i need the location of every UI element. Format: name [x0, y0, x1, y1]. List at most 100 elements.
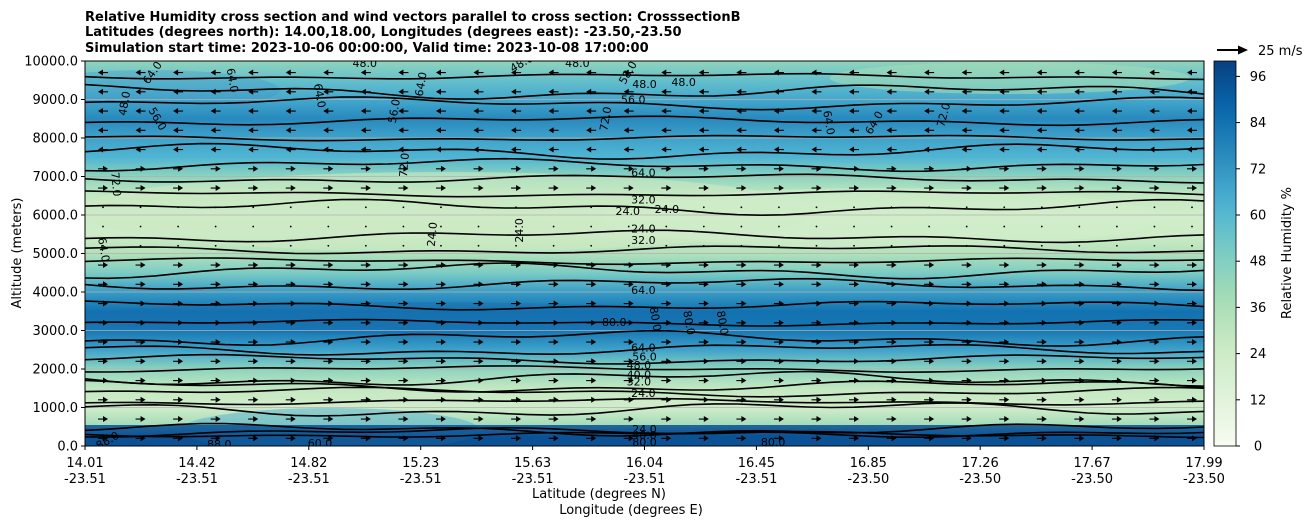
chart-title-line-1: Relative Humidity cross section and wind… [85, 10, 741, 25]
wind-vector-139 [811, 146, 822, 153]
wind-vector-420 [98, 339, 108, 346]
quiver-key: 25 m/s [1217, 44, 1303, 59]
wind-vector-597 [1111, 435, 1122, 442]
wind-vector-532 [924, 396, 935, 403]
wind-vector-240 [102, 225, 104, 228]
wind-vector-566 [1074, 416, 1085, 423]
wind-vector-393 [210, 319, 221, 326]
wind-vector-376 [698, 300, 709, 307]
wind-vector-170 [849, 165, 860, 172]
wind-vector-136 [698, 146, 709, 153]
contour-line-27 [85, 83, 1204, 100]
wind-vector-190 [473, 185, 484, 192]
contour-label-4: 64.0 [413, 71, 430, 97]
wind-vector-340 [473, 281, 484, 288]
wind-vector-460 [473, 358, 484, 365]
wind-vector-530 [849, 396, 860, 403]
wind-vector-81 [886, 108, 897, 115]
wind-vector-199 [811, 185, 822, 192]
wind-vector-564 [999, 416, 1010, 423]
wind-vector-526 [698, 396, 709, 403]
wind-vector-489 [435, 377, 446, 384]
wind-vector-201 [886, 185, 897, 192]
wind-vector-63 [210, 108, 221, 115]
wind-vector-419 [1187, 319, 1197, 326]
wind-vector-20 [849, 69, 860, 76]
wind-vector-206 [1074, 185, 1085, 192]
wind-vector-125 [285, 146, 296, 153]
wind-vector-347 [736, 281, 747, 288]
colorbar: 0 12 24 36 48 60 72 84 96 Relative Humidity % [1213, 60, 1295, 455]
wind-vector-80 [849, 108, 860, 115]
wind-vector-232 [928, 206, 931, 209]
quiver-key-arrow-icon [1238, 45, 1248, 55]
wind-vector-404 [623, 319, 634, 326]
wind-vector-107 [736, 127, 747, 134]
wind-vector-225 [665, 206, 668, 209]
wind-vector-552 [548, 416, 559, 423]
wind-vector-267 [1115, 225, 1118, 228]
wind-vector-60 [98, 108, 108, 115]
wind-vector-252 [552, 225, 555, 228]
wind-vector-426 [323, 339, 334, 346]
wind-vector-223 [590, 206, 593, 209]
wind-vector-31 [135, 88, 146, 95]
wind-vector-134 [623, 146, 634, 153]
contour-label-28: 64.0 [95, 237, 112, 263]
wind-vector-209 [1187, 185, 1197, 192]
wind-vector-485 [285, 377, 296, 384]
wind-vector-364 [248, 300, 259, 307]
wind-vector-285 [665, 244, 668, 247]
wind-vector-207 [1111, 185, 1122, 192]
wind-vector-43 [586, 88, 597, 95]
wind-vector-52 [924, 88, 935, 95]
wind-vector-202 [924, 185, 935, 192]
wind-vector-159 [435, 165, 446, 172]
wind-vector-591 [886, 435, 897, 442]
wind-vector-292 [928, 244, 931, 247]
wind-vector-320 [849, 262, 860, 269]
wind-vector-25 [1036, 69, 1047, 76]
wind-vector-104 [623, 127, 634, 134]
wind-vector-83 [961, 108, 972, 115]
wind-vector-153 [210, 165, 221, 172]
wind-vector-315 [661, 262, 672, 269]
y-tick-label-0: 0.0 [57, 440, 78, 455]
wind-vector-538 [1149, 396, 1160, 403]
wind-vector-210 [102, 206, 104, 209]
wind-vector-9 [435, 69, 446, 76]
wind-vector-299 [1191, 244, 1193, 247]
wind-vector-380 [849, 300, 860, 307]
wind-vector-238 [1153, 206, 1156, 209]
wind-vector-329 [1187, 262, 1197, 269]
wind-vector-95 [285, 127, 296, 134]
contour-label-30: 80.0 [602, 316, 627, 329]
wind-vector-594 [999, 435, 1010, 442]
wind-vector-454 [248, 358, 259, 365]
wind-vector-166 [698, 165, 709, 172]
wind-vector-440 [849, 339, 860, 346]
x-axis: 14.01-23.5114.42-23.5114.82-23.5115.23-2… [64, 446, 1225, 487]
wind-vector-243 [214, 225, 217, 228]
wind-vector-551 [511, 416, 522, 423]
y-axis-label: Altitude (meters) [10, 198, 25, 309]
contour-line-14 [85, 277, 1204, 292]
wind-vector-494 [623, 377, 634, 384]
moist-layer-core [85, 302, 730, 334]
wind-vector-555 [661, 416, 672, 423]
contour-label-8: 48.0 [632, 78, 657, 91]
wind-vector-26 [1074, 69, 1085, 76]
wind-vector-24 [999, 69, 1010, 76]
wind-vector-289 [815, 244, 818, 247]
wind-vector-301 [135, 262, 146, 269]
wind-vector-21 [886, 69, 897, 76]
contour-label-31: 80.0 [647, 306, 664, 332]
contour-label-24: 24.0 [513, 218, 526, 243]
wind-vector-103 [586, 127, 597, 134]
wind-vector-482 [173, 377, 184, 384]
wind-vector-131 [511, 146, 522, 153]
wind-vector-531 [886, 396, 897, 403]
contour-label-19: 72.0 [108, 171, 123, 197]
wind-vector-432 [548, 339, 559, 346]
contour-line-21 [85, 173, 1204, 184]
